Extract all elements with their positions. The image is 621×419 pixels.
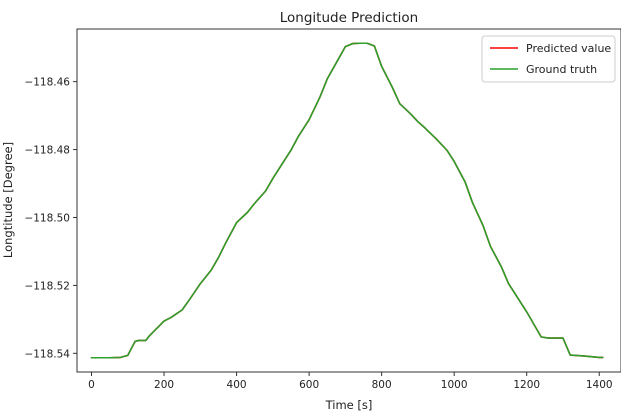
series-line-ground-truth xyxy=(90,42,604,359)
x-axis-title: Time [s] xyxy=(325,398,373,412)
x-tick-label: 1400 xyxy=(586,379,613,391)
x-tick-label: 200 xyxy=(154,379,174,391)
legend-label-predicted: Predicted value xyxy=(526,42,611,55)
y-tick-label: −118.54 xyxy=(24,348,70,360)
y-tick-label: −118.48 xyxy=(24,145,70,157)
y-tick-label: −118.52 xyxy=(24,280,70,292)
chart-title: Longitude Prediction xyxy=(280,10,419,26)
plot-frame xyxy=(76,28,621,373)
x-tick-label: 600 xyxy=(299,379,319,391)
x-axis: 0 200 400 600 800 1000 1200 1400 xyxy=(88,372,613,391)
x-tick-label: 400 xyxy=(227,379,247,391)
y-axis-title: Longtitude [Degree] xyxy=(1,142,15,258)
legend-label-ground-truth: Ground truth xyxy=(526,63,597,76)
x-tick-label: 800 xyxy=(372,379,392,391)
y-tick-label: −118.50 xyxy=(24,212,70,224)
x-tick-label: 1200 xyxy=(513,379,540,391)
x-tick-label: 1000 xyxy=(441,379,468,391)
y-axis: −118.46 −118.48 −118.50 −118.52 −118.54 xyxy=(24,77,77,360)
plot-area xyxy=(90,42,604,359)
legend: Predicted value Ground truth xyxy=(481,35,616,83)
y-tick-label: −118.46 xyxy=(24,77,70,89)
x-tick-label: 0 xyxy=(88,379,95,391)
